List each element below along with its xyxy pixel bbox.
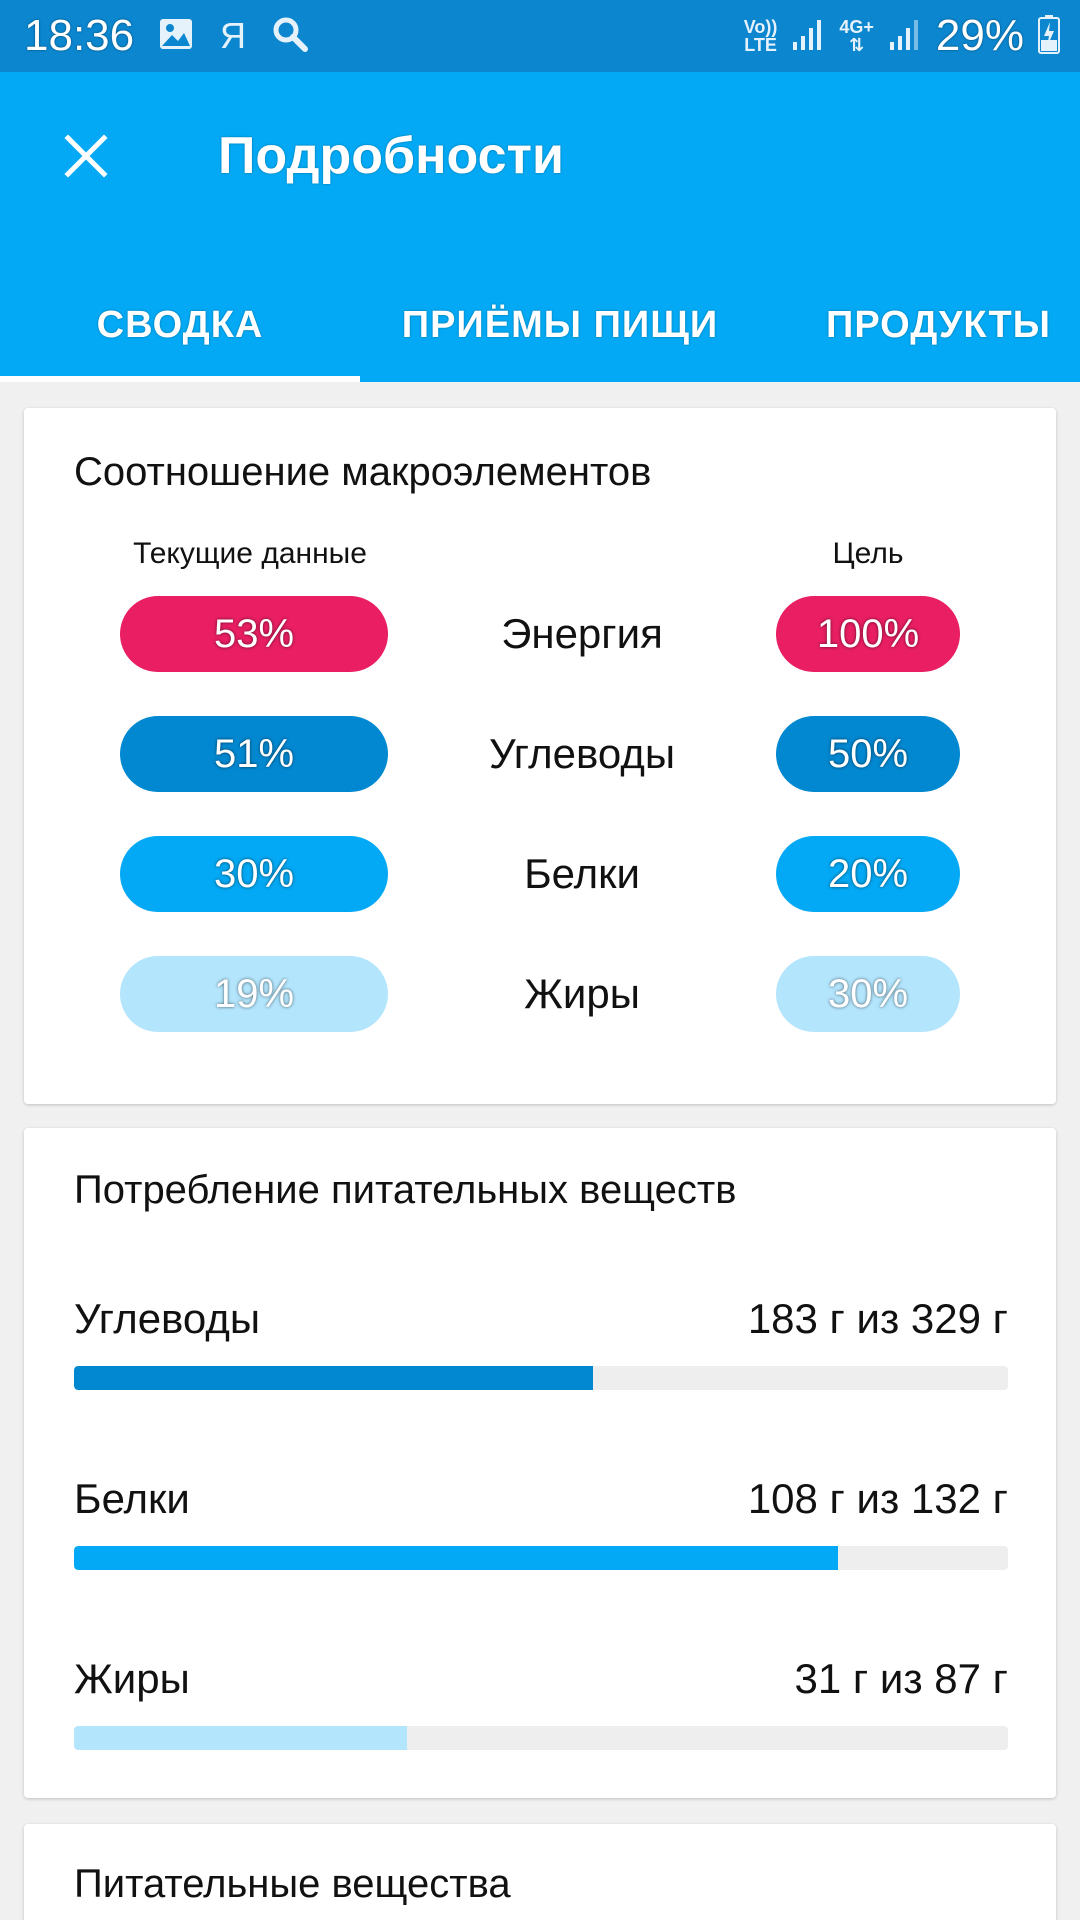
progress-track	[74, 1726, 1008, 1750]
battery-percent: 29%	[935, 11, 1024, 60]
macro-name: Белки	[524, 850, 640, 897]
macro-name: Энергия	[501, 610, 663, 657]
search-icon	[272, 16, 308, 57]
current-pill: 30%	[120, 836, 388, 912]
nutrient-intake-title: Потребление питательных веществ	[74, 1168, 737, 1212]
current-pill: 19%	[120, 956, 388, 1032]
network-type-icon: 4G+ ⇅	[839, 17, 874, 55]
current-pill: 51%	[120, 716, 388, 792]
progress-fill	[74, 1366, 594, 1390]
nutrients-card: Питательные вещества	[24, 1824, 1056, 1920]
gallery-icon	[158, 17, 194, 56]
goal-pill: 50%	[776, 716, 960, 792]
nutrients-title: Питательные вещества	[74, 1862, 511, 1906]
page-title: Подробности	[218, 127, 564, 185]
macro-row-carbs: 51% Углеводы 50%	[24, 716, 1056, 792]
macro-ratio-title: Соотношение макроэлементов	[74, 450, 652, 494]
app-bar: Подробности СВОДКА ПРИЁМЫ ПИЩИ ПРОДУКТЫ	[0, 72, 1080, 382]
goal-pill: 100%	[776, 596, 960, 672]
intake-label: Жиры	[74, 1655, 190, 1702]
macro-row-protein: 30% Белки 20%	[24, 836, 1056, 912]
system-icons: Vo)) LTE 4G+ ⇅ 29%	[744, 10, 1060, 62]
battery-charging-icon	[1038, 14, 1060, 59]
intake-value: 108 г из 132 г	[747, 1475, 1008, 1522]
notification-icons: Я	[158, 14, 308, 58]
tab-products[interactable]: ПРОДУКТЫ	[826, 303, 1051, 346]
status-bar: 18:36 Я Vo)) LTE	[0, 0, 1080, 72]
yandex-icon: Я	[220, 15, 246, 56]
progress-fill	[74, 1546, 838, 1570]
intake-label: Белки	[74, 1475, 190, 1522]
goal-pill: 30%	[776, 956, 960, 1032]
progress-track	[74, 1366, 1008, 1390]
close-button[interactable]	[54, 124, 118, 188]
intake-value: 183 г из 329 г	[747, 1295, 1008, 1342]
tab-meals[interactable]: ПРИЁМЫ ПИЩИ	[401, 303, 719, 346]
macro-row-fat: 19% Жиры 30%	[24, 956, 1056, 1032]
macro-row-energy: 53% Энергия 100%	[24, 596, 1056, 672]
intake-label: Углеводы	[74, 1295, 261, 1342]
current-pill: 53%	[120, 596, 388, 672]
current-data-header: Текущие данные	[133, 537, 367, 570]
macro-name: Жиры	[524, 970, 640, 1017]
status-time: 18:36	[24, 11, 135, 60]
nutrient-intake-card: Потребление питательных веществ Углеводы…	[24, 1128, 1056, 1798]
tab-bar: СВОДКА ПРИЁМЫ ПИЩИ ПРОДУКТЫ	[0, 268, 1080, 382]
macro-name: Углеводы	[488, 730, 676, 777]
close-icon	[64, 134, 108, 178]
progress-track	[74, 1546, 1008, 1570]
signal-icon-2	[888, 16, 922, 57]
volte-icon: Vo)) LTE	[743, 17, 778, 55]
progress-fill	[74, 1726, 407, 1750]
signal-icon	[791, 16, 825, 57]
tab-summary[interactable]: СВОДКА	[96, 303, 264, 346]
intake-value: 31 г из 87 г	[794, 1655, 1008, 1702]
macro-ratio-card: Соотношение макроэлементов Текущие данны…	[24, 408, 1056, 1104]
goal-header: Цель	[832, 537, 904, 570]
goal-pill: 20%	[776, 836, 960, 912]
tab-indicator	[0, 376, 360, 382]
